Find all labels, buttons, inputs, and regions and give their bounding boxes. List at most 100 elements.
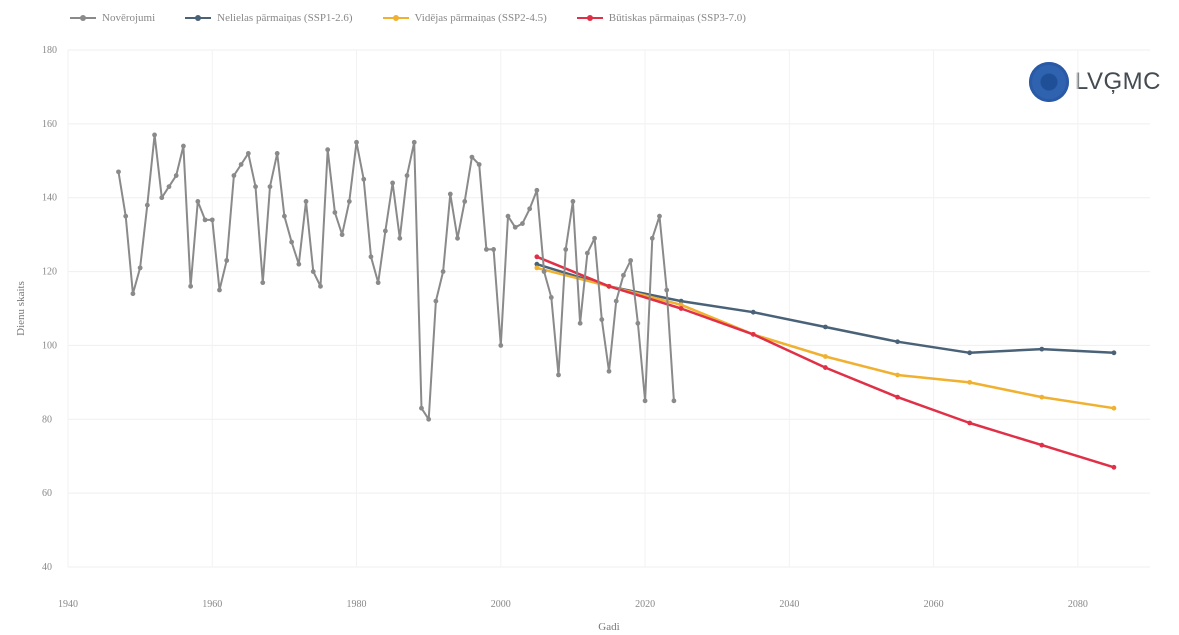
data-point (274, 151, 280, 156)
data-point (534, 187, 540, 193)
lvgmc-logo-icon (1028, 62, 1069, 102)
data-point (144, 202, 150, 208)
data-point (137, 265, 143, 271)
data-point (599, 317, 605, 322)
data-point (563, 247, 569, 252)
data-point (823, 324, 828, 330)
legend-item-observations[interactable]: Novērojumi (70, 12, 155, 24)
data-point (462, 199, 468, 204)
grid (67, 49, 1150, 568)
y-tick-label: 40 (42, 562, 52, 573)
data-point (318, 283, 323, 289)
legend-item-ssp2[interactable]: Vidējas pārmaiņas (SSP2-4.5) (382, 12, 547, 24)
chart-legend: Novērojumi Nelielas pārmaiņas (SSP1-2.6)… (70, 12, 746, 24)
data-point (339, 232, 345, 238)
data-point (1111, 350, 1117, 356)
data-point (166, 184, 172, 190)
data-point (419, 405, 424, 411)
y-tick-label: 100 (42, 340, 57, 351)
data-point (217, 287, 222, 293)
data-point (498, 343, 504, 348)
data-point (649, 235, 655, 241)
x-tick-label: 1960 (202, 599, 222, 610)
data-point (967, 379, 973, 385)
legend-swatch-icon (185, 15, 212, 21)
data-point (621, 272, 626, 278)
data-point (895, 394, 900, 400)
data-point (678, 302, 684, 308)
data-point (152, 132, 157, 138)
data-point (447, 191, 453, 197)
data-point (483, 247, 489, 252)
series-0 (116, 132, 677, 422)
y-tick-label: 180 (42, 45, 57, 56)
data-point (368, 254, 374, 260)
data-point (296, 261, 302, 267)
data-point (520, 221, 525, 226)
data-point (527, 206, 533, 212)
data-point (476, 162, 482, 167)
data-point (967, 350, 973, 356)
data-point (556, 372, 561, 378)
x-tick-label: 2000 (491, 599, 511, 610)
data-point (570, 199, 576, 204)
lvgmc-logo: LVĢMC (1028, 62, 1161, 102)
data-point (289, 239, 295, 245)
data-point (505, 213, 511, 219)
series-3 (534, 254, 1117, 470)
data-point (584, 250, 590, 256)
legend-label: Novērojumi (102, 12, 156, 24)
data-point (534, 265, 540, 271)
data-point (224, 258, 230, 263)
legend-swatch-icon (382, 15, 409, 21)
data-point (512, 224, 518, 230)
data-point (628, 258, 634, 263)
y-axis-title: Dienu skaits (15, 281, 27, 336)
data-point (411, 139, 417, 145)
y-tick-label: 60 (42, 488, 52, 499)
data-point (577, 320, 583, 326)
data-point (123, 213, 129, 219)
y-tick-label: 140 (42, 193, 57, 204)
data-point (469, 154, 475, 160)
data-point (895, 339, 900, 345)
data-point (823, 354, 828, 359)
x-tick-label: 2060 (924, 599, 944, 610)
data-point (397, 235, 403, 241)
data-point (195, 199, 201, 204)
data-point (245, 151, 251, 156)
data-point (455, 235, 460, 241)
y-tick-label: 160 (42, 119, 57, 130)
data-point (267, 184, 273, 190)
x-tick-label: 2020 (635, 599, 655, 610)
legend-label: Vidējas pārmaiņas (SSP2-4.5) (414, 12, 547, 24)
legend-swatch-icon (576, 15, 603, 21)
data-point (678, 298, 684, 304)
data-point (130, 291, 136, 297)
legend-label: Būtiskas pārmaiņas (SSP3-7.0) (608, 12, 746, 24)
data-point (491, 247, 496, 252)
data-point (181, 143, 186, 149)
data-point (188, 283, 194, 289)
x-axis-title: Gadi (598, 621, 619, 633)
logo-text: LVĢMC (1074, 68, 1161, 95)
data-point (202, 217, 208, 223)
data-point (325, 147, 331, 153)
data-point (1039, 346, 1045, 352)
legend-item-ssp3[interactable]: Būtiskas pārmaiņas (SSP3-7.0) (576, 12, 746, 24)
data-point (613, 298, 619, 304)
data-point (382, 228, 388, 234)
data-point (895, 372, 900, 378)
data-point (310, 269, 316, 274)
legend-swatch-icon (70, 15, 96, 21)
legend-item-ssp1[interactable]: Nelielas pārmaiņas (SSP1-2.6) (185, 12, 353, 24)
y-tick-label: 120 (42, 267, 57, 278)
data-point (282, 213, 287, 219)
data-point (606, 368, 612, 374)
x-tick-label: 1940 (58, 599, 78, 610)
y-tick-label: 80 (42, 414, 52, 425)
series-line (536, 266, 1115, 410)
x-tick-label: 2040 (779, 599, 799, 610)
